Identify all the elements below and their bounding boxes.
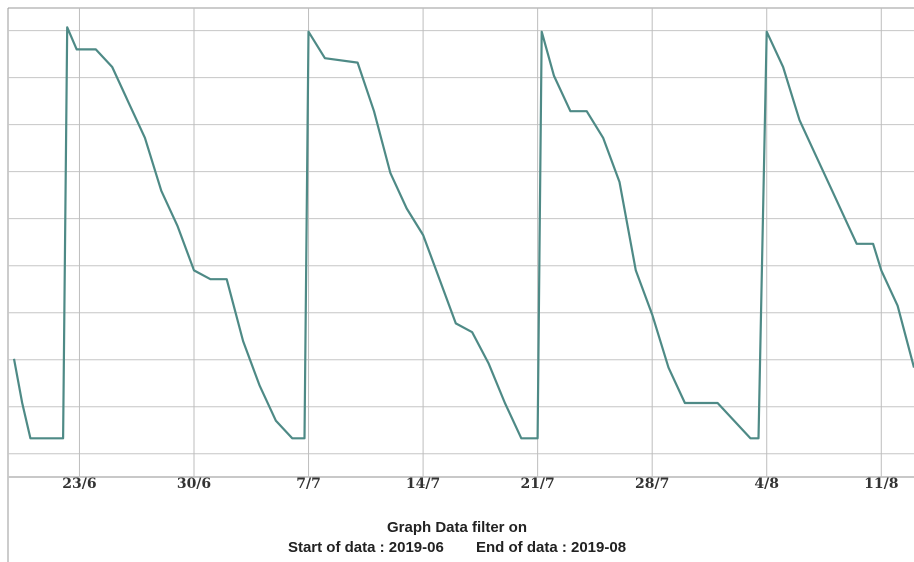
x-tick-label: 21/7 [520,476,554,492]
series-line [12,26,914,440]
footer-title: Graph Data filter on [386,519,528,536]
start-of-data-label: Start of data : 2019-06 [287,539,444,556]
x-tick-label: 30/6 [177,476,211,492]
footer-range: Start of data : 2019-06 End of data : 20… [0,539,914,556]
x-tick-label: 23/6 [62,476,96,492]
x-tick-label: 14/7 [406,476,440,492]
x-tick-label: 4/8 [754,476,779,492]
end-of-data-label: End of data : 2019-08 [476,539,627,556]
x-tick-label: 28/7 [635,476,669,492]
x-tick-label: 7/7 [296,476,321,492]
x-tick-label: 11/8 [864,476,898,492]
